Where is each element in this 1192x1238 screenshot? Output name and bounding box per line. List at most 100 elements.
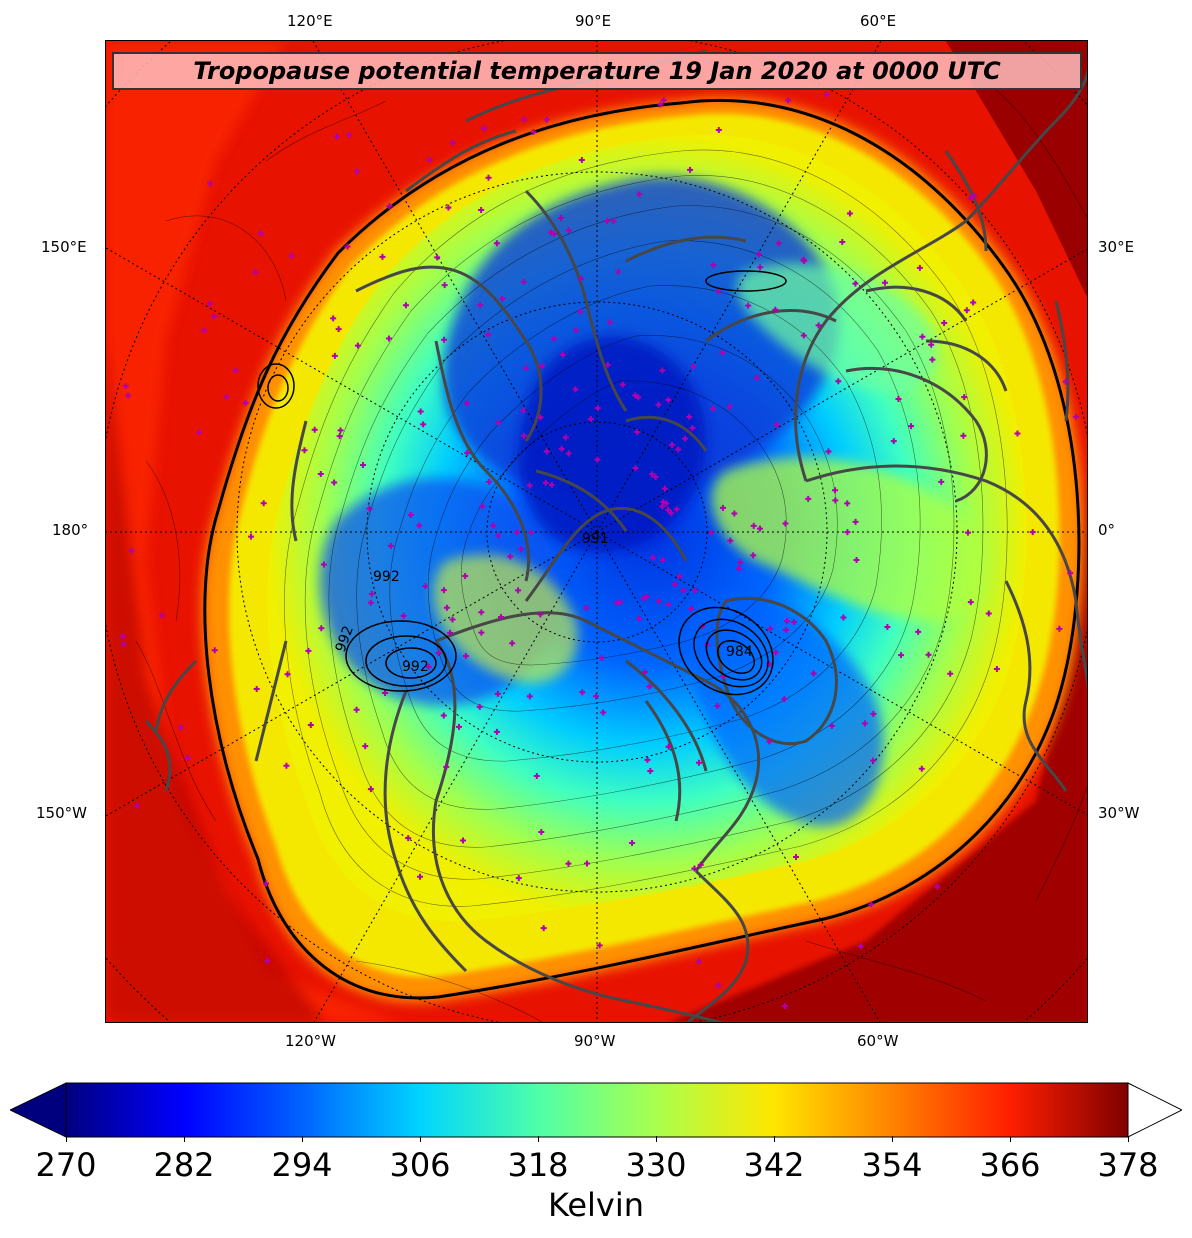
station-marker: [783, 626, 790, 633]
station-marker: [832, 487, 839, 494]
station-marker: [537, 414, 544, 421]
station-marker: [676, 573, 683, 580]
station-marker: [805, 495, 812, 502]
station-marker: [753, 374, 760, 381]
station-marker: [455, 723, 462, 730]
station-marker: [636, 191, 643, 198]
station-marker: [657, 101, 664, 108]
station-marker: [559, 351, 566, 358]
station-marker: [1073, 413, 1080, 420]
station-marker: [745, 302, 752, 309]
station-marker: [478, 609, 485, 616]
station-marker: [665, 506, 672, 513]
station-marker: [675, 446, 682, 453]
station-marker: [870, 757, 877, 764]
coastlines: [144, 49, 1087, 1022]
station-marker: [632, 465, 639, 472]
station-marker: [248, 533, 255, 540]
station-marker: [737, 559, 744, 566]
station-marker: [598, 654, 605, 661]
station-marker: [493, 728, 500, 735]
polar-stereographic-map: 991 992 992 992 984: [106, 41, 1087, 1022]
station-marker: [125, 392, 132, 399]
station-marker: [610, 218, 617, 225]
station-marker: [604, 218, 611, 225]
station-marker: [781, 696, 788, 703]
lon-label-bottom-3: 60°W: [857, 1032, 899, 1050]
station-marker: [908, 423, 915, 430]
station-marker: [727, 537, 734, 544]
station-marker: [615, 268, 622, 275]
station-marker: [652, 473, 659, 480]
station-marker: [311, 426, 318, 433]
station-marker: [232, 367, 239, 374]
station-marker: [353, 706, 360, 713]
station-marker: [640, 595, 647, 602]
station-marker: [846, 210, 853, 217]
dark-red-region-se: [670, 485, 1087, 1022]
colorbar-tick-label: 378: [1097, 1146, 1159, 1184]
station-marker: [691, 865, 698, 872]
station-marker: [641, 668, 648, 675]
station-marker: [463, 400, 470, 407]
station-marker: [600, 709, 607, 716]
station-marker: [462, 652, 469, 659]
station-marker: [1067, 570, 1074, 577]
station-marker: [661, 485, 668, 492]
station-marker: [915, 628, 922, 635]
station-marker: [434, 254, 441, 261]
station-marker: [649, 554, 656, 561]
station-marker: [337, 427, 344, 434]
station-marker: [682, 435, 689, 442]
station-marker: [464, 450, 471, 457]
station-marker: [533, 772, 540, 779]
contour-label: 984: [726, 644, 753, 660]
station-marker: [715, 982, 722, 989]
station-marker: [260, 500, 267, 507]
map-panel: 991 992 992 992 984: [105, 40, 1088, 1023]
station-marker: [669, 441, 676, 448]
station-marker: [177, 724, 184, 731]
station-marker: [929, 356, 936, 363]
station-marker: [671, 581, 678, 588]
station-marker: [513, 529, 520, 536]
station-marker: [784, 618, 791, 625]
station-marker: [207, 180, 214, 187]
station-marker: [557, 215, 564, 222]
colorbar-tick-label: 330: [625, 1146, 687, 1184]
station-marker: [120, 641, 127, 648]
station-marker: [478, 206, 485, 213]
station-marker: [362, 743, 369, 750]
station-marker: [331, 352, 338, 359]
station-marker: [515, 875, 522, 882]
station-marker: [785, 97, 792, 104]
station-marker: [460, 837, 467, 844]
station-marker: [660, 97, 667, 104]
station-marker: [499, 295, 506, 302]
station-marker: [446, 629, 453, 636]
station-marker: [551, 336, 558, 343]
station-marker: [366, 505, 373, 512]
station-marker: [619, 381, 626, 388]
station-marker: [386, 203, 393, 210]
station-marker: [960, 432, 967, 439]
station-marker: [961, 394, 968, 401]
colorbar-tick-label: 342: [743, 1146, 805, 1184]
station-marker: [934, 883, 941, 890]
station-marker: [537, 611, 544, 618]
colorbar-tick-label: 306: [389, 1146, 451, 1184]
station-marker: [579, 689, 586, 696]
station-marker: [543, 116, 550, 123]
station-marker: [773, 421, 780, 428]
station-marker: [485, 331, 492, 338]
station-marker: [895, 396, 902, 403]
station-marker: [881, 279, 888, 286]
station-marker: [490, 522, 497, 529]
station-marker: [422, 583, 429, 590]
station-marker: [441, 336, 448, 343]
station-marker: [284, 671, 291, 678]
station-marker: [993, 665, 1000, 672]
station-marker: [435, 650, 442, 657]
station-marker: [928, 341, 935, 348]
contour-label: 992: [402, 659, 429, 675]
